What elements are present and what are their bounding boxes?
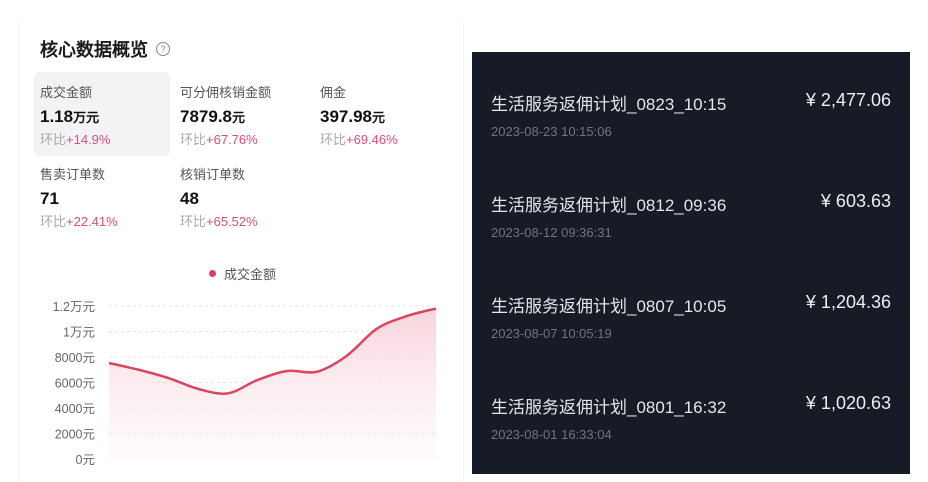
stat-label: 售卖订单数 (40, 167, 106, 182)
title-text: 核心数据概览 (40, 40, 148, 60)
y-tick-label: 8000元 (55, 351, 95, 365)
y-tick-label: 1.2万元 (53, 300, 95, 314)
legend-label: 成交金额 (224, 267, 277, 282)
plan-item[interactable]: 生活服务返佣计划_0801_16:32 ¥ 1,020.63 2023-08-0… (491, 393, 891, 442)
y-tick-label: 1万元 (63, 326, 95, 340)
stat-change: 环比+14.9% (40, 132, 111, 147)
stat-tile[interactable]: 佣金 397.98元 环比+69.46% (314, 72, 450, 156)
question-circle-icon[interactable]: ? (156, 42, 170, 56)
stat-value: 397.98元 (320, 107, 386, 126)
chart-legend[interactable]: 成交金额 (209, 264, 276, 283)
stat-change: 环比+65.52% (180, 214, 258, 229)
series-line (108, 307, 437, 395)
plan-name: 生活服务返佣计划_0801_16:32 (491, 398, 727, 417)
plan-item[interactable]: 生活服务返佣计划_0807_10:05 ¥ 1,204.36 2023-08-0… (491, 292, 891, 341)
stat-change: 环比+69.46% (320, 132, 398, 147)
y-tick-label: 2000元 (55, 428, 95, 442)
stat-tile[interactable]: 可分佣核销金额 7879.8元 环比+67.76% (174, 72, 310, 156)
stat-value: 1.18万元 (40, 107, 100, 126)
gmv-area-chart: 0元 2000元 4000元 6000元 8000元 1万元 1.2万元 (53, 300, 437, 467)
stat-label: 佣金 (320, 85, 347, 100)
series-area (109, 308, 436, 459)
plan-amount: ¥ 1,204.36 (805, 292, 891, 312)
stat-change: 环比+22.41% (40, 214, 118, 229)
legend-dot-icon (209, 270, 216, 277)
y-tick-label: 0元 (76, 453, 95, 467)
stat-change: 环比+67.76% (180, 132, 258, 147)
y-tick-label: 6000元 (55, 377, 95, 391)
plan-amount: ¥ 1,020.63 (805, 393, 891, 413)
plan-date: 2023-08-12 09:36:31 (491, 225, 612, 240)
stat-tile[interactable]: 成交金额 1.18万元 环比+14.9% (34, 72, 170, 156)
plan-amount: ¥ 603.63 (820, 191, 891, 211)
plan-date: 2023-08-01 16:33:04 (491, 427, 612, 442)
overview-title: 核心数据概览 ? (40, 36, 170, 62)
stat-label: 核销订单数 (180, 167, 246, 182)
stat-tile[interactable]: 核销订单数 48 环比+65.52% (174, 154, 310, 238)
stat-tile[interactable]: 售卖订单数 71 环比+22.41% (34, 154, 170, 238)
stat-value: 7879.8元 (180, 107, 246, 126)
stat-value: 71 (40, 189, 59, 208)
plan-name: 生活服务返佣计划_0807_10:05 (491, 297, 727, 316)
y-tick-label: 4000元 (55, 402, 95, 416)
plan-item[interactable]: 生活服务返佣计划_0823_10:15 ¥ 2,477.06 2023-08-2… (491, 90, 891, 139)
plan-item[interactable]: 生活服务返佣计划_0812_09:36 ¥ 603.63 2023-08-12 … (491, 191, 891, 240)
core-data-overview-card: 核心数据概览 ? 成交金额 1.18万元 环比+14.9% 可分佣核销金额 787… (18, 22, 464, 482)
stat-label: 可分佣核销金额 (180, 85, 272, 100)
plan-date: 2023-08-07 10:05:19 (491, 326, 612, 341)
plan-date: 2023-08-23 10:15:06 (491, 124, 612, 139)
stat-label: 成交金额 (40, 85, 93, 100)
stat-value: 48 (180, 189, 199, 208)
plan-amount: ¥ 2,477.06 (805, 90, 891, 110)
plan-name: 生活服务返佣计划_0823_10:15 (491, 95, 727, 114)
commission-plan-list: 生活服务返佣计划_0823_10:15 ¥ 2,477.06 2023-08-2… (472, 52, 910, 474)
plan-name: 生活服务返佣计划_0812_09:36 (491, 196, 727, 215)
